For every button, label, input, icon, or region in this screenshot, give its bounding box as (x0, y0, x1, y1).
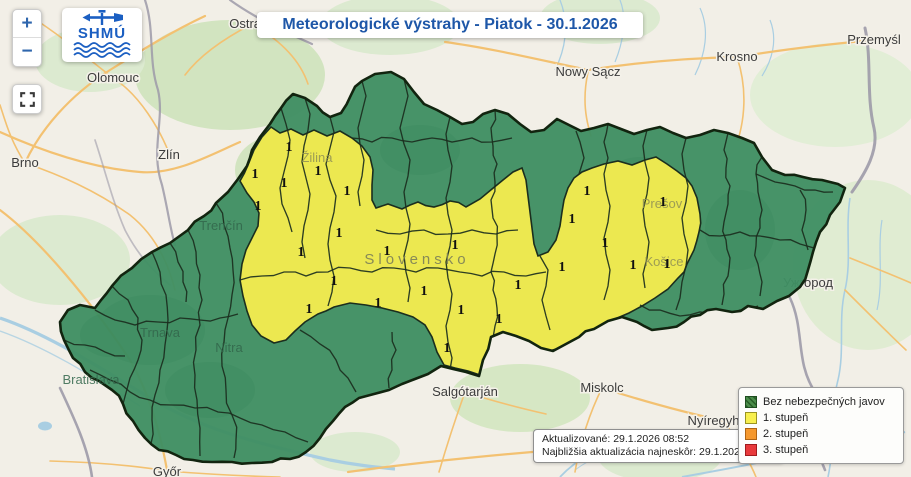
warning-level-label: 1 (255, 199, 262, 214)
warning-districts[interactable] (58, 70, 847, 465)
country-outline (58, 70, 847, 465)
warning-level-label: 1 (344, 184, 351, 199)
updated-at-text: Aktualizované: 29.1.2026 08:52 (542, 433, 690, 445)
legend-item: 1. stupeň (745, 410, 897, 425)
warning-level-label: 1 (281, 176, 288, 191)
fullscreen-button[interactable] (12, 84, 42, 114)
legend-item: 3. stupeň (745, 442, 897, 457)
city-label: Brno (11, 155, 38, 170)
page-title: Meteorologické výstrahy - Piatok - 30.1.… (282, 16, 618, 33)
legend-swatch (745, 411, 757, 424)
warning-level-label: 1 (458, 303, 465, 318)
warning-level-label: 1 (452, 238, 459, 253)
warning-level-label: 1 (421, 284, 428, 299)
district-borders (63, 78, 834, 459)
warning-level-label: 1 (444, 341, 451, 356)
zoom-control[interactable]: + − (12, 9, 42, 67)
warning-level-label: 1 (336, 226, 343, 241)
warning-level-label: 1 (515, 278, 522, 293)
warning-level-label: 1 (252, 167, 259, 182)
city-label: Košice (644, 254, 683, 269)
city-label: Bratislava (62, 372, 120, 387)
warning-level-label: 1 (315, 164, 322, 179)
legend-label: 2. stupeň (763, 427, 809, 440)
warning-legend: Bez nebezpečných javov 1. stupeň 2. stupeň… (738, 387, 904, 464)
city-label: Nowy Sącz (555, 64, 620, 79)
warning-level-label: 1 (660, 195, 667, 210)
city-label: Olomouc (87, 70, 140, 85)
title-banner: Meteorologické výstrahy - Piatok - 30.1.… (257, 12, 643, 38)
city-label: Trenčín (199, 218, 243, 233)
city-labels-covered: Trenčín Trnava Nitra Bratislava Žilina Prešov… (62, 150, 683, 387)
shmu-logo[interactable]: SHMÚ (62, 8, 142, 62)
city-label: Przemyśl (847, 32, 901, 47)
level1-warning-area (239, 125, 702, 376)
city-label: Miskolc (580, 380, 624, 395)
legend-swatch (745, 427, 757, 440)
warning-level-label: 1 (559, 260, 566, 275)
warning-level-label: 1 (569, 212, 576, 227)
legend-label: 3. stupeň (763, 443, 809, 456)
city-label: Nitra (215, 340, 243, 355)
shmu-logo-text: SHMÚ (78, 24, 126, 42)
legend-label: Bez nebezpečných javov (763, 395, 885, 408)
warning-level-label: 1 (286, 140, 293, 155)
shmu-logo-icon: SHMÚ (73, 10, 131, 58)
city-label: Prešov (642, 196, 683, 211)
warning-level-label: 1 (584, 184, 591, 199)
warning-level-label: 1 (630, 258, 637, 273)
warning-level-label: 1 (331, 274, 338, 289)
city-label: Salgótarján (432, 384, 498, 399)
legend-label: 1. stupeň (763, 411, 809, 424)
warning-level-label: 1 (375, 296, 382, 311)
city-label: Győr (153, 464, 182, 477)
zoom-out-button[interactable]: − (21, 41, 33, 62)
warning-level-label: 1 (664, 257, 671, 272)
fullscreen-icon (19, 91, 35, 107)
zoom-in-button[interactable]: + (21, 13, 33, 34)
legend-swatch (745, 443, 757, 456)
city-label: Krosno (716, 49, 757, 64)
warning-level-label: 1 (496, 312, 503, 327)
warning-level-label: 1 (306, 302, 313, 317)
legend-swatch (745, 395, 757, 408)
zoom-divider (13, 37, 41, 38)
warning-level-label: 1 (384, 244, 391, 259)
legend-item: 2. stupeň (745, 426, 897, 441)
warning-level-label: 1 (298, 245, 305, 260)
city-label: Zlín (158, 147, 180, 162)
legend-item: Bez nebezpečných javov (745, 394, 897, 409)
city-label: Žilina (301, 150, 333, 165)
warning-level-label: 1 (602, 236, 609, 251)
next-update-text: Najbližšia aktualizácia najneskôr: 29.1.… (542, 446, 775, 458)
city-label: Trnava (140, 325, 181, 340)
country-label: Slovensko (364, 251, 469, 268)
